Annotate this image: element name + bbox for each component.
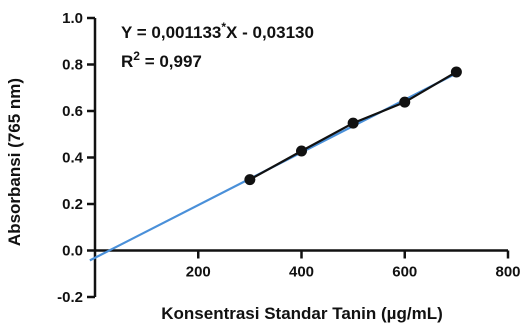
y-tick-label: -0.2	[57, 289, 83, 306]
y-tick-label: 0.6	[62, 103, 83, 120]
data-point	[347, 117, 359, 129]
x-tick-label: 200	[186, 264, 211, 281]
data-point	[399, 96, 411, 108]
x-tick-label: 600	[392, 264, 417, 281]
r-squared-label: R2 = 0,997	[121, 49, 202, 71]
equation-suffix: X - 0,03130	[226, 23, 314, 42]
y-axis-title: Absorbansi (765 nm)	[5, 78, 24, 246]
equation-superscript: *	[221, 20, 226, 34]
regression-equation: Y = 0,001133*X - 0,03130	[121, 20, 314, 42]
series-layer	[244, 66, 462, 186]
y-tick-label: 0.4	[62, 150, 84, 167]
data-point	[244, 174, 256, 186]
r2-superscript: 2	[133, 49, 140, 63]
y-tick-label: 0.2	[62, 196, 83, 213]
y-ticks: -0.2 0.0 0.2 0.4 0.6 0.8 1.0	[57, 10, 95, 306]
r2-prefix: R	[121, 52, 133, 71]
y-tick-label: 0.8	[62, 57, 83, 74]
x-tick-label: 800	[495, 264, 520, 281]
y-tick-label: 0.0	[62, 243, 83, 260]
x-axis-title: Konsentrasi Standar Tanin (µg/mL)	[161, 304, 443, 323]
data-point	[450, 66, 462, 78]
y-tick-label: 1.0	[62, 10, 83, 27]
data-point	[296, 145, 307, 157]
x-tick-label: 400	[289, 264, 314, 281]
x-ticks: 200 400 600 800	[186, 250, 521, 281]
equation-prefix: Y = 0,001133	[121, 23, 221, 42]
r2-suffix: = 0,997	[140, 52, 202, 71]
